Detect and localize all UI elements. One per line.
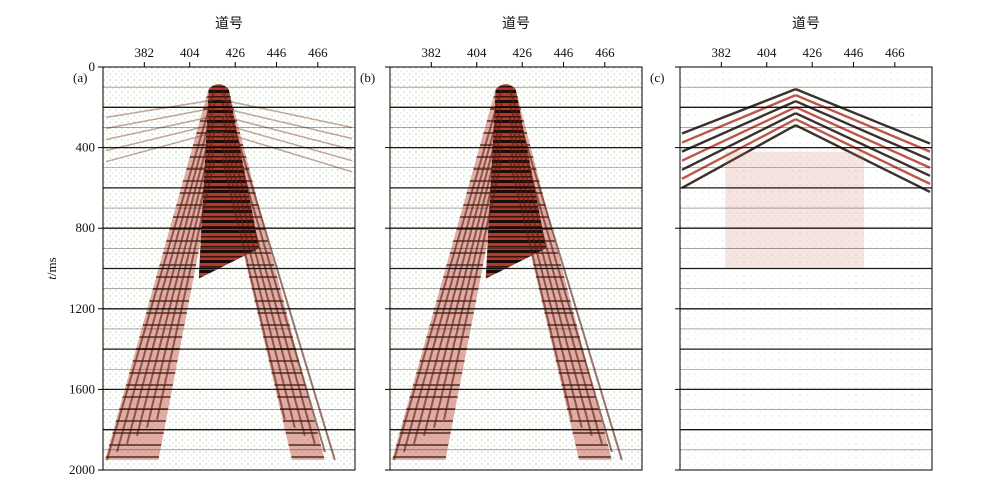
noise-event-left xyxy=(681,112,797,171)
y-axis-label: t/ms xyxy=(44,257,59,279)
linear-noise xyxy=(218,122,353,162)
panel-frame xyxy=(679,66,933,471)
x-tick-label: 382 xyxy=(422,45,442,60)
arrival-branch-right xyxy=(221,158,286,420)
y-tick-label: 400 xyxy=(76,140,96,155)
noise-event-left xyxy=(681,118,797,180)
noise-event-left xyxy=(681,106,797,162)
y-axis: 0 400 800 1200 1600 2000 t/ms xyxy=(44,59,95,477)
noise-event-right xyxy=(795,124,931,194)
x-tick-label: 446 xyxy=(554,45,574,60)
noise-event-right xyxy=(795,88,931,145)
arrival-branch-left xyxy=(433,144,503,428)
panel-1: 道号 382 404 426 446 466 (a) xyxy=(73,16,356,471)
x-tick-label: 426 xyxy=(802,45,822,60)
y-tick-label: 800 xyxy=(76,220,96,235)
y-tick-label: 0 xyxy=(89,59,96,74)
arrival-branch-left xyxy=(156,158,216,420)
x-axis-title: 道号 xyxy=(215,16,243,32)
panel-label: (c) xyxy=(650,70,664,85)
x-tick-label: 466 xyxy=(885,45,905,60)
panel-label: (a) xyxy=(73,70,87,85)
arrival-branch-left xyxy=(106,88,216,461)
noise-event-left xyxy=(681,124,797,189)
x-tick-label: 466 xyxy=(595,45,615,60)
arrival-branch-right xyxy=(508,158,573,420)
residual-noise xyxy=(725,151,864,269)
arrival-branch-right xyxy=(221,88,336,461)
x-tick-label: 404 xyxy=(757,45,777,60)
linear-noise xyxy=(218,130,353,173)
x-axis-title: 道号 xyxy=(792,16,820,32)
arrival-branch-right xyxy=(508,102,613,453)
y-tick-label: 1200 xyxy=(69,301,95,316)
noise-event-right xyxy=(795,94,931,153)
linear-noise xyxy=(105,130,219,163)
panel-frame xyxy=(102,66,356,471)
panel-3: 道号 382 404 426 446 466 (c) xyxy=(650,16,933,471)
panel-2: 道号 382 404 426 446 466 (b) xyxy=(360,16,643,471)
x-tick-label: 446 xyxy=(844,45,864,60)
noise-event-left xyxy=(681,94,797,144)
x-tick-label: 404 xyxy=(180,45,200,60)
linear-noise xyxy=(105,98,219,119)
arrival-branch-right xyxy=(221,130,306,437)
x-tick-label: 382 xyxy=(712,45,732,60)
noise-event-left xyxy=(681,100,797,153)
linear-noise xyxy=(218,98,353,129)
x-tick-label: 466 xyxy=(308,45,328,60)
noise-event-right xyxy=(795,112,931,177)
panel-label: (b) xyxy=(360,70,375,85)
arrival-branch-right xyxy=(221,102,326,453)
x-tick-label: 426 xyxy=(512,45,532,60)
arrival-branch-right xyxy=(221,144,296,428)
arrival-branch-left xyxy=(116,102,216,453)
arrival-branch-left xyxy=(393,88,503,461)
y-tick-label: 2000 xyxy=(69,462,95,477)
arrival-branch-right xyxy=(508,130,593,437)
x-axis-title: 道号 xyxy=(502,16,530,32)
x-tick-label: 426 xyxy=(225,45,245,60)
linear-noise xyxy=(105,106,219,130)
arrival-branch-left xyxy=(443,158,503,420)
arrival-branch-left xyxy=(146,144,216,428)
noise-event-right xyxy=(795,106,931,169)
seismic-arrivals-outer xyxy=(105,85,325,460)
x-tick-label: 404 xyxy=(467,45,487,60)
arrival-branch-left xyxy=(423,130,503,436)
panel-frame xyxy=(389,66,643,471)
linear-noise xyxy=(218,106,353,140)
arrival-branch-left xyxy=(136,130,216,436)
x-tick-label: 446 xyxy=(267,45,287,60)
arrival-branch-left xyxy=(403,102,503,453)
noise-event-right xyxy=(795,100,931,161)
y-tick-label: 1600 xyxy=(69,381,95,396)
seismic-arrivals-outer xyxy=(392,85,612,460)
noise-event-left xyxy=(681,88,797,135)
noise-event-right xyxy=(795,118,931,185)
arrival-branch-right xyxy=(508,144,583,428)
linear-noise xyxy=(218,114,353,151)
x-tick-label: 382 xyxy=(135,45,155,60)
arrival-branch-right xyxy=(508,88,623,461)
